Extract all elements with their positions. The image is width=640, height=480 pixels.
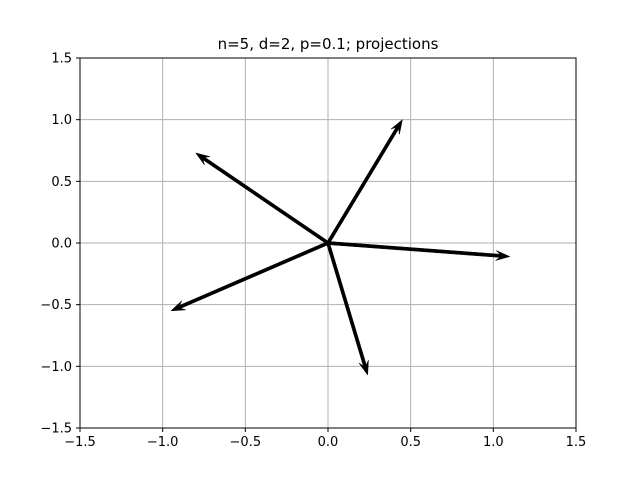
x-tick-label: 1.0 — [483, 435, 504, 450]
chart-title: n=5, d=2, p=0.1; projections — [218, 35, 439, 53]
vector-arrow-2 — [195, 152, 330, 245]
x-tick-label: −1.0 — [147, 435, 179, 450]
vector-arrow-4 — [170, 241, 329, 312]
vector-arrow-5 — [326, 242, 369, 376]
y-tick-label: 1.5 — [51, 52, 72, 67]
axis-ticks: −1.5 −1.0 −0.5 0.0 0.5 1.0 1.5 −1.5 −1.0 −0.5 0.0 0… — [40, 52, 586, 451]
y-tick-label: −1.0 — [40, 360, 72, 375]
vector-arrow-3 — [327, 241, 511, 261]
x-tick-label: −0.5 — [230, 435, 262, 450]
y-tick-label: 0.0 — [51, 237, 72, 252]
x-tick-label: −1.5 — [64, 435, 96, 450]
vector-arrow-1 — [326, 119, 403, 245]
y-tick-label: −1.5 — [40, 422, 72, 437]
y-tick-label: −0.5 — [40, 298, 72, 313]
x-tick-label: 0.5 — [400, 435, 421, 450]
vector-arrows — [170, 119, 511, 376]
y-tick-label: 1.0 — [51, 113, 72, 128]
x-tick-label: 0.0 — [318, 435, 339, 450]
x-tick-label: 1.5 — [566, 435, 587, 450]
y-tick-label: 0.5 — [51, 175, 72, 190]
